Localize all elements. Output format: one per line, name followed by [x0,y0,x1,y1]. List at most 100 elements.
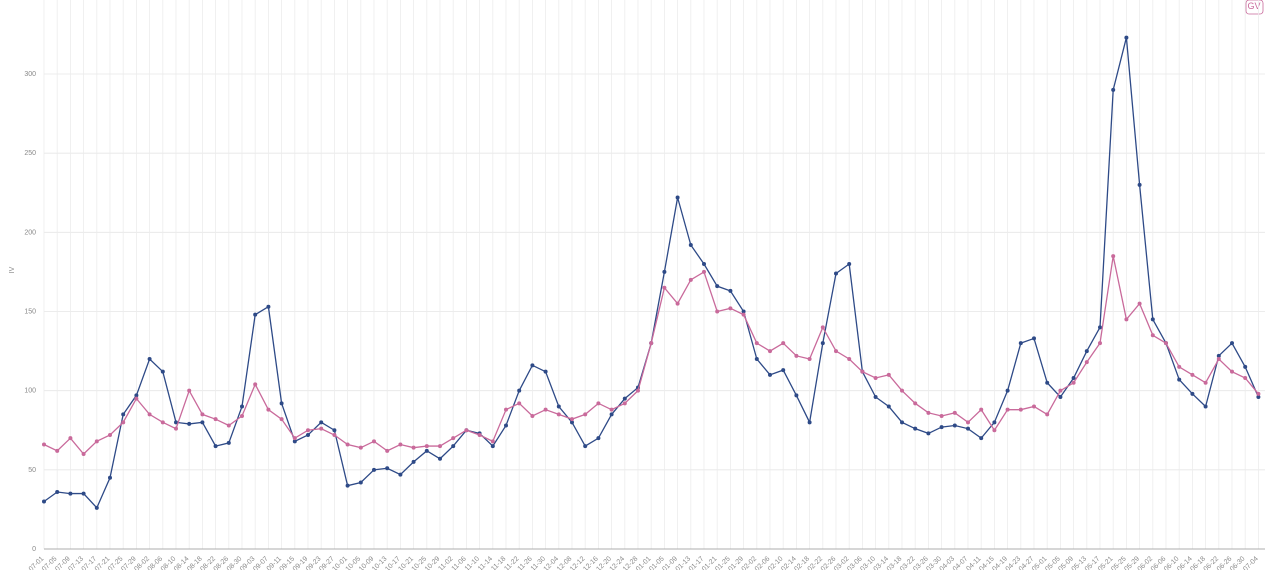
point [121,412,126,417]
point [504,407,508,412]
point [530,363,535,368]
point [226,423,231,428]
point [187,421,192,426]
point [213,444,218,449]
point [345,442,350,447]
y-tick-label: 0 [32,546,36,553]
point [900,388,904,393]
point [1177,377,1182,382]
point [1190,372,1195,377]
point [1150,317,1155,322]
point [741,309,746,314]
point [609,407,614,412]
point [952,423,957,428]
y-tick-label: 300 [24,71,36,78]
point [398,442,403,447]
point [570,420,574,425]
point [1230,369,1234,374]
point [1124,35,1129,40]
point [121,420,126,425]
point [636,388,640,393]
point [926,431,931,436]
point [807,357,812,361]
point [1164,341,1168,346]
point [702,262,706,266]
point [1098,325,1102,330]
point [411,445,416,450]
point [715,284,720,289]
point [1018,341,1023,346]
point [68,491,73,496]
point [807,420,812,425]
point [279,401,284,406]
point [1111,87,1116,92]
y-tick-label: 100 [24,388,36,395]
point [1124,317,1129,322]
point [1216,353,1221,358]
point [873,376,878,380]
point [279,417,284,422]
point [939,425,944,430]
point [622,401,627,406]
point [596,436,601,441]
point [1032,404,1036,409]
point [94,505,99,510]
point [688,243,693,247]
y-tick-label: 150 [24,309,36,316]
point [134,393,139,398]
point [147,412,152,417]
point [1216,357,1221,361]
point [556,404,561,409]
point [213,417,218,422]
point [768,349,772,354]
point [424,444,429,449]
logo: GV [1247,1,1260,11]
point [504,423,508,428]
point [794,353,799,358]
point [1045,380,1050,385]
point [187,388,192,393]
point [81,452,86,456]
point [979,436,984,441]
point [1230,341,1234,346]
point [1111,254,1116,259]
point [55,490,60,494]
point [622,396,627,401]
point [1071,376,1076,380]
point [517,401,522,406]
point [1256,391,1261,396]
point [781,368,786,373]
point [306,428,310,433]
point [266,407,271,412]
point [68,436,73,441]
point [1058,388,1063,393]
point [1243,364,1248,369]
point [1058,395,1063,399]
point [1137,301,1142,306]
point [292,439,297,444]
point [1071,380,1076,385]
point [398,472,403,477]
point [424,448,429,453]
point [873,395,878,399]
point [490,439,495,444]
point [926,410,931,415]
point [134,396,139,401]
point [1203,404,1208,409]
point [702,269,706,274]
x-tick-label: 07-04 [1242,555,1260,570]
point [1137,182,1142,187]
point [847,357,852,361]
point [1005,407,1010,412]
point [147,357,152,361]
point [319,426,324,431]
point [358,445,363,450]
point [781,341,786,346]
point [1190,391,1195,396]
point [332,433,337,437]
point [886,404,891,409]
point [517,388,522,393]
logo-frame [1245,0,1264,15]
point [913,426,918,431]
point [860,369,865,374]
